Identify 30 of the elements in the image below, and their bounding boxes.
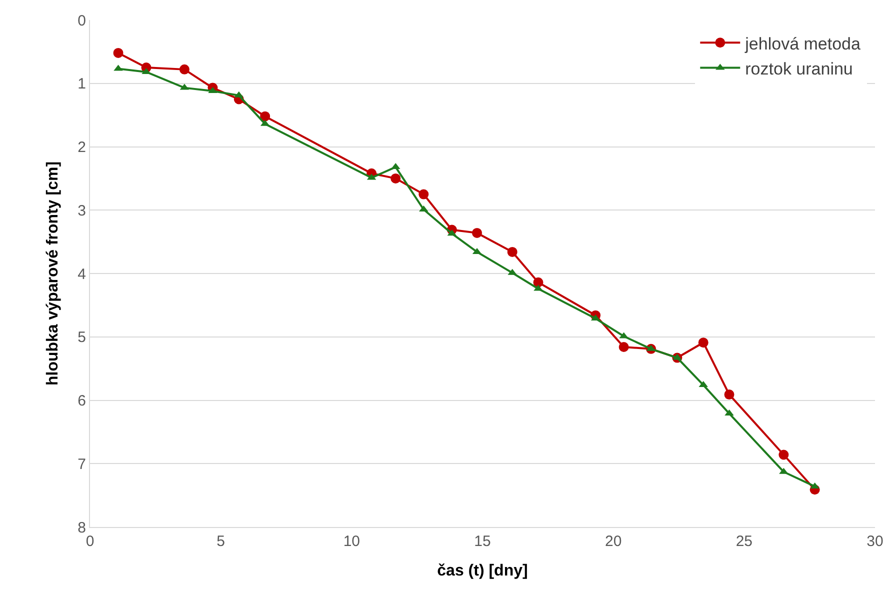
point (724, 390, 734, 400)
y-tick-label: 1 (78, 76, 86, 93)
x-tick-label: 5 (216, 533, 225, 550)
x-tick-label: 10 (343, 533, 360, 550)
legend-label: roztok uraninu (745, 59, 853, 78)
y-tick-label: 3 (78, 202, 86, 220)
y-tick-label: 8 (78, 519, 86, 536)
point (113, 48, 124, 58)
point (418, 189, 429, 200)
y-tick-label: 4 (78, 266, 86, 283)
y-tick-label: 0 (78, 12, 86, 30)
y-tick-label: 5 (78, 329, 86, 346)
point (618, 342, 629, 352)
x-tick-label: 30 (866, 533, 884, 550)
legend-label: jehlová metoda (744, 34, 861, 54)
x-tick-label: 25 (736, 533, 753, 550)
point (698, 338, 708, 348)
x-axis-title: čas (t) [dny] (437, 562, 528, 580)
y-tick-label: 6 (78, 392, 86, 410)
point (507, 246, 518, 257)
y-axis-title: hloubka výparové fronty [cm] (44, 161, 62, 386)
y-tick-label: 7 (78, 456, 86, 473)
point (179, 64, 190, 74)
y-tick-label: 2 (78, 139, 86, 156)
point (778, 450, 789, 460)
x-tick-label: 15 (474, 533, 491, 550)
point (390, 173, 401, 184)
x-tick-label: 20 (604, 533, 622, 550)
point (260, 111, 270, 122)
point (472, 228, 482, 238)
